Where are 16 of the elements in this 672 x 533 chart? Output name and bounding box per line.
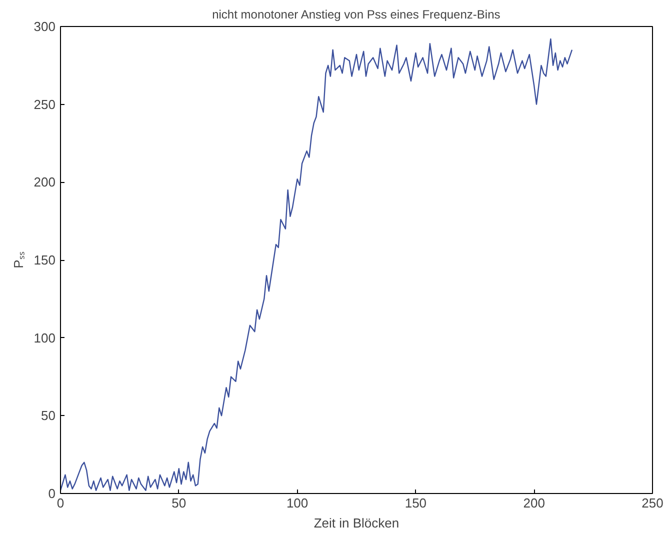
y-axis-title: Pₛₛ [10, 252, 26, 268]
y-tick-label: 300 [34, 19, 56, 34]
x-tick-label: 50 [172, 496, 186, 510]
chart-title: nicht monotoner Anstieg von Pss eines Frequenz-Bins [212, 8, 500, 22]
y-tick-label: 50 [41, 408, 56, 424]
x-tick-label: 250 [642, 496, 664, 510]
y-tick-label: 200 [34, 174, 56, 190]
x-tick-label: 200 [523, 496, 545, 510]
x-tick-label: 150 [404, 496, 427, 510]
y-tick-label: 250 [34, 96, 56, 112]
y-tick-label: 150 [34, 252, 56, 268]
x-tick-label: 100 [286, 496, 308, 510]
y-tick-label: 0 [48, 486, 56, 501]
x-axis-title: Zeit in Blöcken [314, 516, 400, 530]
line-series [60, 38, 573, 491]
y-tick-label: 100 [34, 330, 56, 346]
